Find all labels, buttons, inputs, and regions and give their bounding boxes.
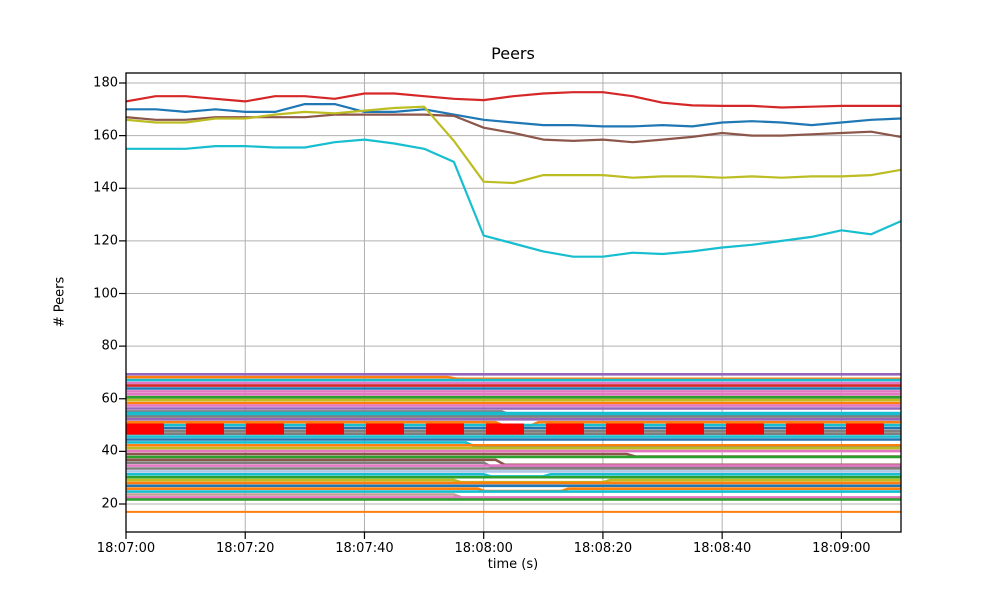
x-tick-label: 18:09:00 xyxy=(812,541,871,556)
x-tick-label: 18:07:00 xyxy=(96,541,156,556)
y-tick-label: 80 xyxy=(101,338,118,354)
chart-title: Peers xyxy=(491,44,535,63)
y-tick-label: 20 xyxy=(101,496,118,512)
x-tick-label: 18:08:00 xyxy=(454,541,513,556)
x-tick-label: 18:07:40 xyxy=(335,541,394,556)
x-axis-label: time (s) xyxy=(487,557,539,572)
x-tick-label: 18:07:20 xyxy=(216,541,275,556)
y-tick-label: 60 xyxy=(101,391,118,407)
y-tick-label: 40 xyxy=(101,443,118,459)
x-tick-label: 18:08:20 xyxy=(573,541,633,556)
y-tick-label: 120 xyxy=(93,233,118,249)
band-line xyxy=(126,375,901,381)
x-tick-label: 18:08:40 xyxy=(692,541,752,556)
red-peers-series-line xyxy=(125,91,901,109)
cyan-peers-series-line xyxy=(126,138,902,258)
y-tick-label: 100 xyxy=(93,286,118,301)
y-tick-label: 180 xyxy=(93,75,118,91)
y-tick-label: 140 xyxy=(93,180,118,196)
axes-spines xyxy=(125,72,902,533)
y-tick-label: 160 xyxy=(93,128,118,144)
blue-peers-series-line xyxy=(126,102,902,128)
olive-peers-series-line xyxy=(125,105,902,185)
y-axis-label: # Peers xyxy=(52,276,68,328)
